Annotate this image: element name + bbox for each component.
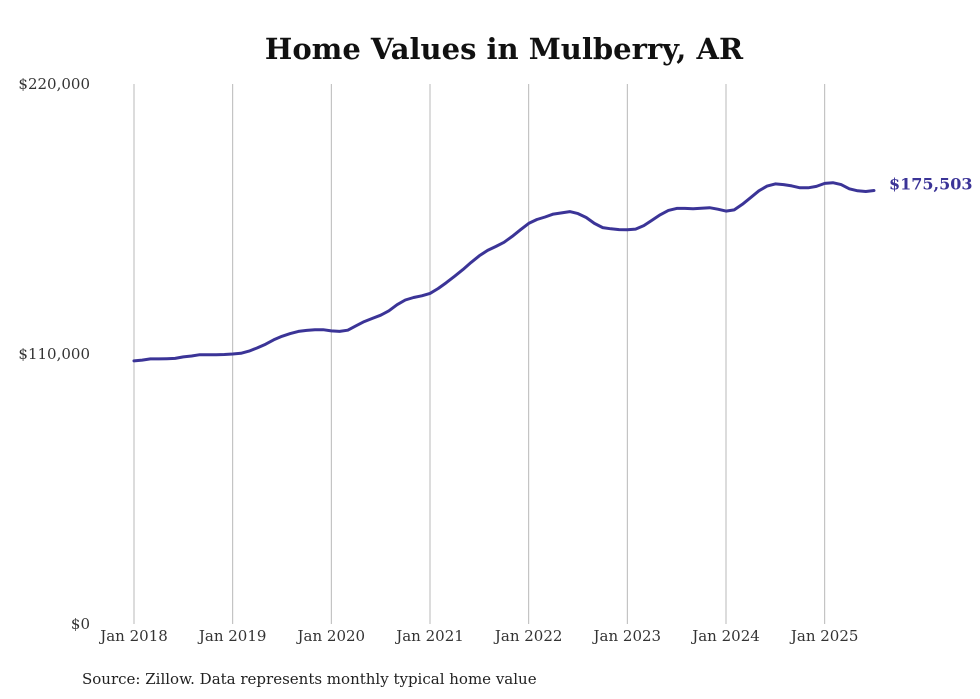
x-tick-label: Jan 2025 [789,627,859,645]
x-tick-label: Jan 2020 [296,627,366,645]
y-axis-tick-labels: $0 $110,000 $220,000 [18,75,90,633]
y-tick-label: $0 [71,615,90,633]
x-tick-label: Jan 2018 [98,627,168,645]
x-tick-label: Jan 2023 [592,627,662,645]
source-note: Source: Zillow. Data represents monthly … [82,670,537,688]
x-tick-label: Jan 2022 [493,627,563,645]
y-tick-label: $220,000 [18,75,90,93]
end-value-label: $175,503 [889,175,973,194]
vertical-gridlines [133,84,826,624]
y-tick-label: $110,000 [18,345,90,363]
x-axis-tick-labels: Jan 2018 Jan 2019 Jan 2020 Jan 2021 Jan 2022… [98,627,858,645]
x-tick-label: Jan 2021 [394,627,464,645]
chart-title: Home Values in Mulberry, AR [265,32,744,66]
series-line [132,181,876,363]
x-tick-label: Jan 2024 [690,627,760,645]
x-tick-label: Jan 2019 [197,627,267,645]
series-layer [132,181,876,363]
